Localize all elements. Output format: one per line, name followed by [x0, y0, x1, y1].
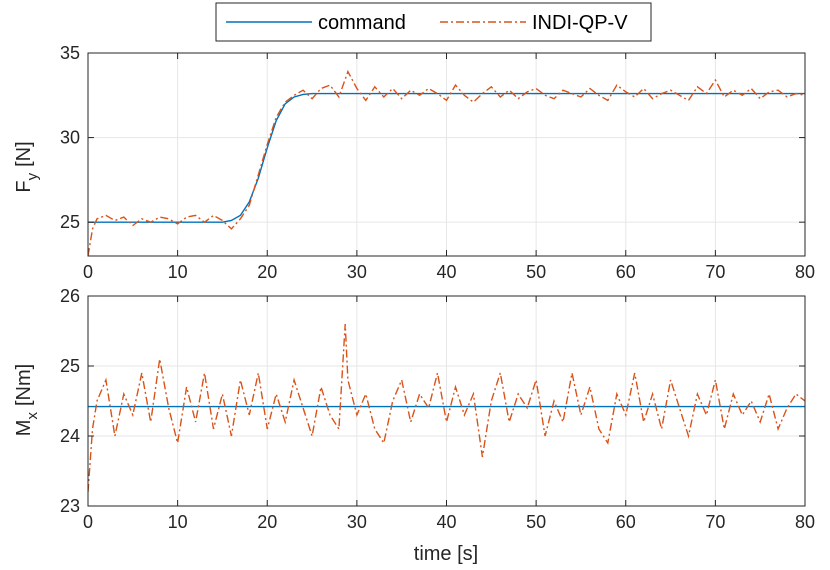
- y-axis-label-moment-symbol: M: [13, 420, 35, 437]
- y-axis-label-force-symbol: F: [13, 180, 35, 192]
- moment-x-tick-label-0: 0: [83, 512, 93, 532]
- force-x-tick-label-0: 0: [83, 262, 93, 282]
- chart-panel-force: 0 10 20 30 40 50 60 70 80 25 30 35: [60, 43, 815, 282]
- force-x-tick-label-50: 50: [526, 262, 546, 282]
- y-axis-label-moment-subscript: x: [24, 412, 41, 420]
- force-y-tick-label-35: 35: [60, 43, 80, 63]
- force-x-tick-label-80: 80: [795, 262, 815, 282]
- force-series-command: [88, 92, 805, 223]
- moment-x-tick-label-50: 50: [526, 512, 546, 532]
- force-x-tick-label-10: 10: [168, 262, 188, 282]
- moment-x-tick-label-60: 60: [616, 512, 636, 532]
- force-y-tick-label-25: 25: [60, 212, 80, 232]
- legend-label-command: command: [318, 12, 406, 34]
- moment-y-tick-label-26: 26: [60, 286, 80, 306]
- moment-x-tick-label-70: 70: [705, 512, 725, 532]
- moment-x-tick-label-20: 20: [257, 512, 277, 532]
- force-x-tick-label-30: 30: [347, 262, 367, 282]
- x-axis-label: time [s]: [414, 543, 478, 565]
- moment-x-tick-label-30: 30: [347, 512, 367, 532]
- force-x-tick-label-40: 40: [436, 262, 456, 282]
- chart-panel-moment: 0 10 20 30 40 50 60 70 80 23 24 25 26: [60, 286, 815, 532]
- force-y-tick-label-30: 30: [60, 128, 80, 148]
- moment-x-tick-label-40: 40: [436, 512, 456, 532]
- y-axis-label-force-unit: [N]: [13, 141, 35, 167]
- y-axis-label-moment: Mx [Nm]: [13, 364, 41, 436]
- y-axis-label-moment-unit: [Nm]: [13, 364, 35, 406]
- moment-x-tick-label-10: 10: [168, 512, 188, 532]
- moment-y-tick-label-23: 23: [60, 496, 80, 516]
- legend[interactable]: command INDI-QP-V: [215, 2, 652, 42]
- force-x-tick-label-60: 60: [616, 262, 636, 282]
- y-axis-label-force: Fy [N]: [13, 141, 41, 192]
- y-axis-label-force-subscript: y: [24, 172, 41, 180]
- moment-y-tick-label-24: 24: [60, 426, 80, 446]
- legend-label-indi-qp-v: INDI-QP-V: [532, 12, 628, 34]
- force-x-tick-label-70: 70: [705, 262, 725, 282]
- force-series-indi-qp-v: [88, 69, 805, 256]
- moment-x-tick-label-80: 80: [795, 512, 815, 532]
- moment-series-indi-qp-v: [88, 323, 805, 493]
- force-x-tick-label-20: 20: [257, 262, 277, 282]
- moment-y-tick-label-25: 25: [60, 356, 80, 376]
